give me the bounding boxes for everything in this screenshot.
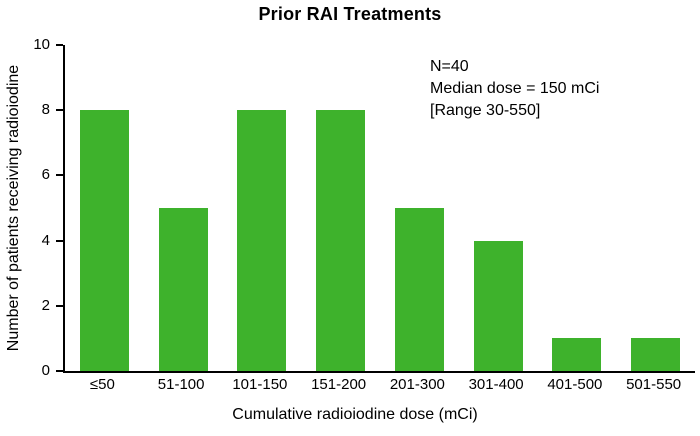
- plot-area: N=40 Median dose = 150 mCi [Range 30-550…: [63, 45, 695, 373]
- bar-51-100: [158, 208, 208, 371]
- bar-201-300: [394, 208, 444, 371]
- bar-301-400: [473, 240, 523, 371]
- bar-401-500: [552, 338, 602, 371]
- chart-title: Prior RAI Treatments: [258, 4, 442, 24]
- y-tick-mark: [56, 109, 63, 112]
- y-tick-label: 0: [41, 362, 50, 379]
- y-tick-mark: [56, 304, 63, 307]
- y-tick-label: 8: [41, 101, 50, 119]
- y-tick-mark: [56, 174, 63, 177]
- x-tick-label: 51-100: [157, 376, 205, 393]
- x-tick-label: 101-150: [232, 376, 288, 393]
- x-tick-label: ≤50: [89, 376, 115, 393]
- bar-band: [301, 45, 380, 371]
- x-tick-label: 501-550: [626, 376, 682, 393]
- bar-501-550: [631, 338, 681, 371]
- bar-band: [459, 45, 538, 371]
- bar-151-200: [316, 110, 366, 371]
- annotation-line-n: N=40: [430, 58, 469, 75]
- x-tick-label: 401-500: [547, 376, 603, 393]
- bar-band: [616, 45, 695, 371]
- y-tick-label: 10: [33, 36, 50, 53]
- y-tick-mark: [56, 370, 63, 372]
- x-axis-title: Cumulative radioiodine dose (mCi): [232, 406, 478, 423]
- x-tick-label: 151-200: [311, 376, 367, 393]
- y-tick-label: 2: [41, 296, 50, 314]
- bar-101-150: [237, 110, 287, 371]
- annotation: N=40 Median dose = 150 mCi [Range 30-550…: [430, 56, 599, 122]
- y-tick-label: 6: [41, 166, 50, 184]
- annotation-line-range: [Range 30-550]: [430, 102, 541, 119]
- bar-≤50: [79, 110, 129, 371]
- y-tick-mark: [56, 44, 63, 46]
- x-tick-label: 301-400: [468, 376, 524, 393]
- bars-container: [65, 45, 695, 371]
- x-tick-label: 201-300: [389, 376, 445, 393]
- y-tick-label: 4: [41, 231, 50, 249]
- bar-band: [223, 45, 302, 371]
- bar-band: [538, 45, 617, 371]
- annotation-line-median: Median dose = 150 mCi: [430, 80, 600, 97]
- bar-band: [65, 45, 144, 371]
- bar-band: [144, 45, 223, 371]
- x-axis-labels: ≤50 51-100 101-150 151-200 201-300 301-400 401…: [63, 376, 693, 393]
- y-tick-mark: [56, 239, 63, 242]
- bar-band: [380, 45, 459, 371]
- y-axis-ticks: 0 2 4 6 8 10: [0, 36, 63, 379]
